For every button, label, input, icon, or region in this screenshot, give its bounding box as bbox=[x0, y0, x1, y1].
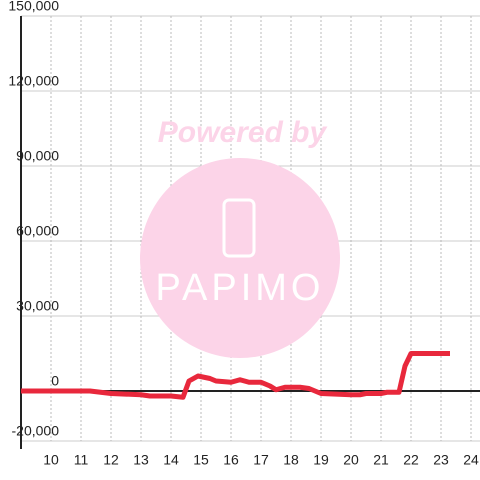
x-tick-label: 16 bbox=[223, 452, 239, 468]
x-tick-label: 23 bbox=[433, 452, 449, 468]
y-tick-label: 60,000 bbox=[16, 223, 59, 239]
watermark-text: Powered by bbox=[158, 116, 328, 149]
x-tick-label: 18 bbox=[283, 452, 299, 468]
x-tick-label: 22 bbox=[403, 452, 419, 468]
x-tick-label: 14 bbox=[163, 452, 179, 468]
x-tick-label: 24 bbox=[463, 452, 479, 468]
y-tick-label: 120,000 bbox=[8, 73, 59, 89]
watermark-icon bbox=[222, 198, 256, 258]
y-tick-label: -20,000 bbox=[12, 423, 60, 439]
y-tick-label: 30,000 bbox=[16, 298, 59, 314]
watermark-circle bbox=[140, 158, 340, 358]
line-series bbox=[21, 351, 450, 400]
y-tick-label: 90,000 bbox=[16, 148, 59, 164]
y-tick-label: 150,000 bbox=[8, 0, 59, 14]
y-tick-label: 0 bbox=[51, 373, 59, 389]
x-tick-label: 10 bbox=[43, 452, 59, 468]
x-tick-label: 21 bbox=[373, 452, 389, 468]
x-tick-label: 19 bbox=[313, 452, 329, 468]
watermark: Powered by PAPIMO bbox=[140, 116, 340, 358]
x-tick-label: 11 bbox=[74, 452, 89, 468]
watermark-brand: PAPIMO bbox=[156, 267, 325, 309]
x-tick-label: 15 bbox=[193, 452, 209, 468]
x-tick-label: 17 bbox=[253, 452, 269, 468]
x-tick-label: 13 bbox=[133, 452, 149, 468]
x-tick-label: 12 bbox=[103, 452, 119, 468]
x-tick-label: 20 bbox=[343, 452, 359, 468]
